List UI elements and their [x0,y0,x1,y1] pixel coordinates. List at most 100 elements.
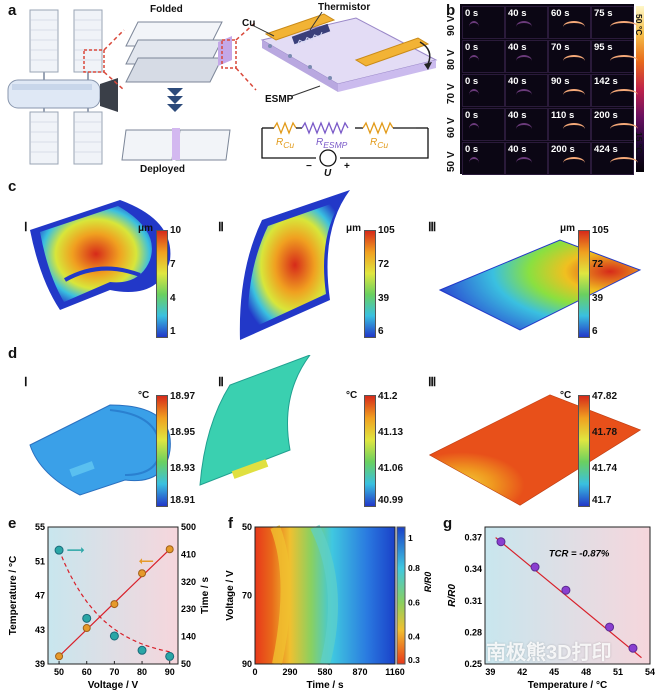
series-arrow-head [139,558,143,565]
thermal-strip [610,55,638,67]
x-tick-label: 290 [282,667,297,677]
satellite-illustration [7,9,438,167]
colorbar-c1-tick: 7 [170,259,176,270]
colorbar-c3-tick: 6 [592,326,598,337]
time-label: 40 s [508,8,527,19]
colorbar-c2-unit: μm [346,223,362,234]
plot-area-g [484,526,651,665]
colorbar-c1-unit: μm [138,223,154,234]
colorbar-d1-tick: 18.95 [170,427,196,438]
colorbar-d3-unit: °C [560,390,572,401]
thermal-strip [469,55,479,67]
folded-label: Folded [150,4,183,15]
colorbar-c2-tick: 72 [378,259,390,270]
time-label: 0 s [465,42,479,53]
time-label: 40 s [508,76,527,87]
panel-d: Ⅰ Ⅱ Ⅲ °C 18.97 18.95 18.93 18.91 °C 41.2… [0,355,660,515]
thermal-frame: 40 s [505,74,548,107]
voltage-label: 70 V [446,83,457,104]
colorbar-c1-tick: 1 [170,326,176,337]
colorbar-c3 [578,230,590,338]
satellite-icon [7,9,125,165]
time-label: 110 s [551,110,575,121]
heatmap-band [310,524,338,666]
y-tick-label: 0.25 [464,659,482,669]
y-tick-label: 0.37 [464,533,482,543]
colorbar-tick-label: 0.3 [408,655,420,665]
colorbar-tick-label: 0.8 [408,563,420,573]
y-axis-label: Temperature / °C [8,556,19,635]
y2-tick-label: 500 [181,522,196,532]
time-label: 60 s [551,8,570,19]
x-tick-label: 0 [252,667,257,677]
panel-label-f: f [228,515,233,532]
y-tick-label: 47 [35,591,45,601]
thermal-frame: 75 s [591,6,638,39]
x-tick-label: 870 [352,667,367,677]
voltage-label: 50 V [446,151,457,172]
y-tick-label: 90 [242,659,252,669]
thermal-strip [563,21,585,33]
time-label: 95 s [594,42,613,53]
thermal-strip [516,21,532,33]
panel-c: Ⅰ Ⅱ Ⅲ μm 10 7 4 1 μm 105 72 39 6 μm 105 … [0,190,660,350]
colorbar-c3-unit: μm [560,223,576,234]
thermal-frame: 200 s [591,108,638,141]
voltage-label: 90 V [446,15,457,36]
panel-a: Folded Deployed Cu Thermistor ESMP RCu R… [0,0,440,180]
esmp-device-icon [251,11,438,97]
x-tick-label: 80 [137,667,147,677]
y-tick-label: 0.31 [464,596,482,606]
thermal-frame: 95 s [591,40,638,73]
y-tick-label: 39 [35,659,45,669]
colorbar-d2 [364,395,376,507]
thermal-colorbar [636,6,644,172]
panel-c-roman-2: Ⅱ [218,220,224,234]
time-point [137,645,147,655]
colorbar-d3 [578,395,590,507]
y2-tick-label: 410 [181,549,196,559]
time-label: 200 s [594,110,618,121]
plus-sign: + [344,161,350,172]
thermal-strip [516,89,532,101]
thermal-frame: 90 s [548,74,591,107]
r-cu-right-label: RCu [370,137,389,150]
thermistor-label: Thermistor [318,2,371,13]
voltage-label: 80 V [446,49,457,70]
panel-label-g: g [443,515,453,532]
time-label: 0 s [465,76,479,87]
time-label: 90 s [551,76,570,87]
r-cu-left-label: RCu [276,137,295,150]
y-tick-label: 0.34 [464,564,482,574]
u-label: U [324,168,332,179]
time-label: 40 s [508,42,527,53]
voltage-label: 60 V [446,117,457,138]
time-label: 0 s [465,144,479,155]
thermal-strip [563,123,585,135]
thermal-frame: 142 s [591,74,638,107]
colorbar-c2-tick: 6 [378,326,384,337]
panel-label-e: e [8,515,17,532]
linear-fit-line [495,537,642,659]
temperature-point [82,624,91,633]
thermal-strip [516,123,532,135]
temperature-point [165,545,174,554]
colorbar-label: R/R0 [423,572,433,593]
thermal-frame: 424 s [591,142,638,175]
time-point [165,651,175,661]
r-esmp-label: RESMP [316,137,348,150]
heatmap-band [270,525,291,666]
plot-area-e [47,526,179,665]
colorbar-d2-unit: °C [346,390,358,401]
time-label: 200 s [551,144,575,155]
y2-tick-label: 230 [181,604,196,614]
cu-label: Cu [242,18,256,29]
thermal-frame: 0 s [462,142,505,175]
temperature-point [138,569,147,578]
panel-label-c: c [8,178,17,195]
time-label: 40 s [508,144,527,155]
thermal-frame: 0 s [462,108,505,141]
thermal-frame: 40 s [505,6,548,39]
x-tick-label: 580 [317,667,332,677]
temperature-point [55,652,64,661]
